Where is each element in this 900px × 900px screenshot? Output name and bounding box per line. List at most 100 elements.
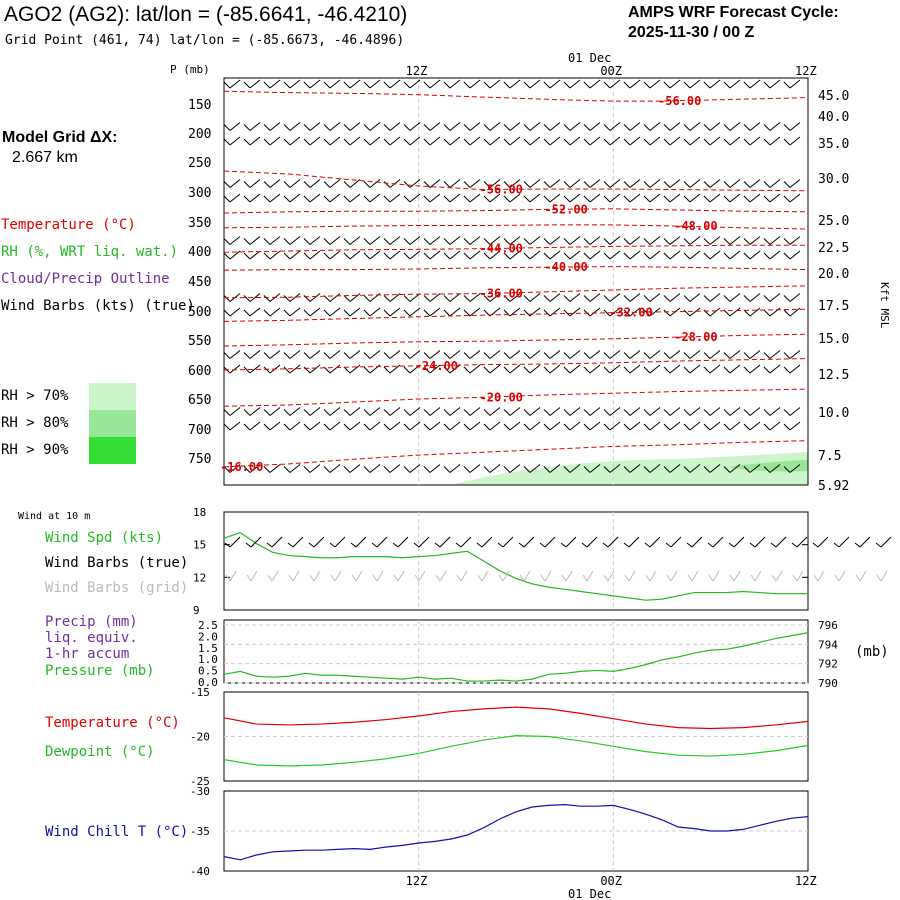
wind-barb <box>583 421 601 431</box>
wind-barb <box>763 250 781 260</box>
wind-barb-grid <box>876 570 888 582</box>
wind-barb <box>783 193 801 203</box>
upper-air-frame <box>223 77 809 486</box>
wind-barb <box>503 407 521 416</box>
wind-barb <box>243 464 261 473</box>
wind-barb-grid <box>351 570 363 582</box>
wind-barb <box>243 350 261 359</box>
isotherm-label: -48.00 <box>674 219 717 233</box>
wind-barb <box>543 122 561 131</box>
wind-barb <box>723 307 741 317</box>
wind-barb <box>423 307 441 317</box>
wind-barb <box>603 136 621 146</box>
isotherm-line <box>223 266 809 271</box>
wind-barb <box>543 236 561 245</box>
model-grid-dx: Model Grid ΔX: 2.667 km <box>2 128 118 168</box>
wind-barb-grid <box>330 570 342 582</box>
wind-barb <box>543 179 561 188</box>
wind-barb <box>383 407 401 416</box>
wind-barb-grid <box>771 570 783 582</box>
isotherm-label: -56.00 <box>480 183 523 197</box>
wind-barb <box>743 179 761 188</box>
wind-barb <box>683 407 701 416</box>
wind-barb-grid <box>372 570 384 582</box>
wind-barb <box>283 407 301 416</box>
wind-barb <box>263 464 281 473</box>
wind-barb <box>243 250 261 260</box>
wind-barb <box>243 364 261 374</box>
wind-barb <box>703 421 721 431</box>
wind-barb <box>483 236 501 245</box>
wind-barb <box>503 136 521 146</box>
wind-barb <box>643 307 661 317</box>
wind-barb <box>483 364 501 374</box>
wind-barb <box>483 193 501 203</box>
temperature-tick: -20 <box>190 731 210 744</box>
wind-barb <box>323 193 341 203</box>
wind-barb <box>263 79 281 89</box>
wind-barb <box>703 179 721 188</box>
wind-barb <box>763 421 781 431</box>
wind-barb <box>403 250 421 260</box>
date-label-top: 01 Dec <box>568 51 611 65</box>
wind-barb <box>463 407 481 416</box>
wind-barb <box>443 293 461 302</box>
page-title: AGO2 (AG2): lat/lon = (-85.6641, -46.421… <box>4 3 408 26</box>
wind-speed-tick: 12 <box>193 571 206 584</box>
wind-barb <box>623 464 641 473</box>
wind-barb <box>563 350 581 359</box>
wind-barb <box>683 193 701 203</box>
height-tick: 25.0 <box>818 214 849 229</box>
wind-barb <box>523 122 541 131</box>
wind-barb <box>443 364 461 374</box>
wind-barb <box>363 122 381 131</box>
wind-barb-true <box>644 536 661 548</box>
wind-barb-true <box>434 536 451 548</box>
precip-tick: 1.5 <box>198 642 218 655</box>
isotherm-line <box>223 285 809 299</box>
wind-barb <box>423 464 441 473</box>
pressure-tick: 794 <box>818 638 838 651</box>
wind-barb <box>443 193 461 203</box>
wind-barb-grid <box>498 570 510 582</box>
wind-barb <box>443 307 461 317</box>
wind-barb <box>263 193 281 203</box>
wind-barb <box>723 179 741 188</box>
wind-barb <box>743 364 761 374</box>
wind-barb <box>783 293 801 302</box>
wind-barb <box>303 79 321 89</box>
wind-barb-grid <box>729 570 741 582</box>
wind-barb <box>543 136 561 146</box>
wind-barb <box>443 407 461 416</box>
wind-barb <box>463 293 481 302</box>
wind-barb <box>623 350 641 359</box>
wind-barb <box>223 193 241 203</box>
precip-tick: 2.0 <box>198 630 218 643</box>
rh90-swatch <box>89 437 136 464</box>
temperature-line <box>223 706 809 730</box>
wind-barb <box>283 250 301 260</box>
wind-barb <box>543 79 561 89</box>
wind-barb <box>263 250 281 260</box>
wind-barb-grid <box>456 570 468 582</box>
wind-barb <box>323 364 341 374</box>
wind-barb-grid <box>813 570 825 582</box>
isotherm-label: -44.00 <box>480 242 523 256</box>
wind-barb <box>283 464 301 473</box>
wind-chill-tick: -30 <box>190 785 210 798</box>
wind-barb <box>343 179 361 188</box>
wind-barb <box>423 407 441 416</box>
isotherm-label: -32.00 <box>609 306 652 320</box>
wind-barb <box>543 364 561 374</box>
wind-barb <box>523 464 541 473</box>
wind-barb <box>723 350 741 359</box>
temperature-tick: -15 <box>190 686 210 699</box>
wind-barb <box>623 179 641 188</box>
wind-barb-grid <box>540 570 552 582</box>
wind-barb-grid <box>225 570 237 582</box>
wind-barb <box>263 236 281 245</box>
wind-barb <box>343 364 361 374</box>
wind-barb-grid <box>750 570 762 582</box>
wind-barb <box>783 122 801 131</box>
wind-barb <box>663 464 681 473</box>
